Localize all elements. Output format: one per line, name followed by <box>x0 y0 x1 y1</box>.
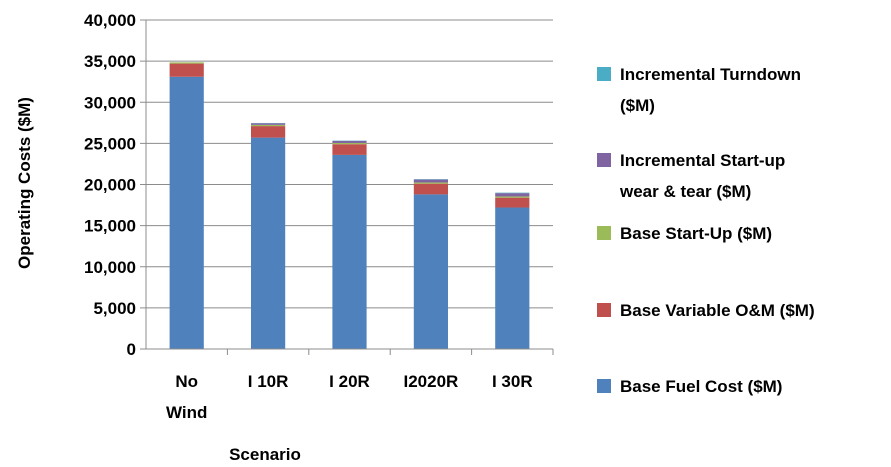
bar-segment <box>495 196 530 198</box>
legend: Incremental Turndown ($M) Incremental Star… <box>597 65 815 396</box>
bar-segment <box>169 63 204 77</box>
bar-segment <box>413 182 448 184</box>
legend-item: Base Fuel Cost ($M) <box>597 377 782 396</box>
legend-swatch <box>597 153 611 167</box>
y-tick-label: 10,000 <box>84 258 136 277</box>
bar-segment <box>251 137 286 349</box>
bar-segment <box>413 194 448 349</box>
legend-item: Incremental Turndown ($M) <box>597 65 801 115</box>
y-tick-label: 35,000 <box>84 52 136 71</box>
legend-swatch <box>597 303 611 317</box>
legend-label: Base Fuel Cost ($M) <box>620 377 782 396</box>
legend-label: ($M) <box>620 96 655 115</box>
y-tick-label: 0 <box>127 340 136 359</box>
bar-segment <box>495 193 530 197</box>
bar-segment <box>495 197 530 208</box>
x-tick-label: I 20R <box>329 372 370 391</box>
y-tick-label: 20,000 <box>84 176 136 195</box>
y-tick-label: 15,000 <box>84 217 136 236</box>
legend-label: Base Start-Up ($M) <box>620 224 772 243</box>
bar-segment <box>413 179 448 183</box>
y-tick-label: 5,000 <box>93 299 136 318</box>
bar-segment <box>169 62 204 64</box>
legend-item: Incremental Start-up wear & tear ($M) <box>597 151 785 201</box>
legend-item: Base Start-Up ($M) <box>597 224 772 243</box>
x-tick-label: I2020R <box>403 372 458 391</box>
y-axis-title: Operating Costs ($M) <box>15 97 34 269</box>
legend-label: Incremental Start-up <box>620 151 785 170</box>
y-tick-label: 40,000 <box>84 11 136 30</box>
bars <box>169 62 530 349</box>
legend-label: Base Variable O&M ($M) <box>620 301 815 320</box>
legend-label: wear & tear ($M) <box>619 182 751 201</box>
bar-segment <box>332 144 367 155</box>
bar-segment <box>332 154 367 349</box>
bar-segment <box>495 207 530 349</box>
x-axis-title: Scenario <box>229 445 301 464</box>
x-tick-label: No <box>175 372 198 391</box>
y-tick-label: 30,000 <box>84 93 136 112</box>
x-tick-label: I 30R <box>492 372 533 391</box>
legend-item: Base Variable O&M ($M) <box>597 301 815 320</box>
y-tick-label: 25,000 <box>84 134 136 153</box>
legend-label: Incremental Turndown <box>620 65 801 84</box>
bar-segment <box>413 183 448 195</box>
x-tick-label: Wind <box>166 403 207 422</box>
legend-swatch <box>597 379 611 393</box>
bar-segment <box>251 124 286 127</box>
legend-swatch <box>597 226 611 240</box>
bar-segment <box>169 76 204 349</box>
bar-segment <box>251 126 286 138</box>
x-tick-label: I 10R <box>248 372 289 391</box>
legend-swatch <box>597 67 611 81</box>
axes: 0 5,000 10,000 15,000 20,000 25,000 30,000 35,0… <box>84 11 554 422</box>
bar-segment <box>251 123 286 125</box>
bar-segment <box>332 142 367 145</box>
bar-segment <box>332 140 367 143</box>
